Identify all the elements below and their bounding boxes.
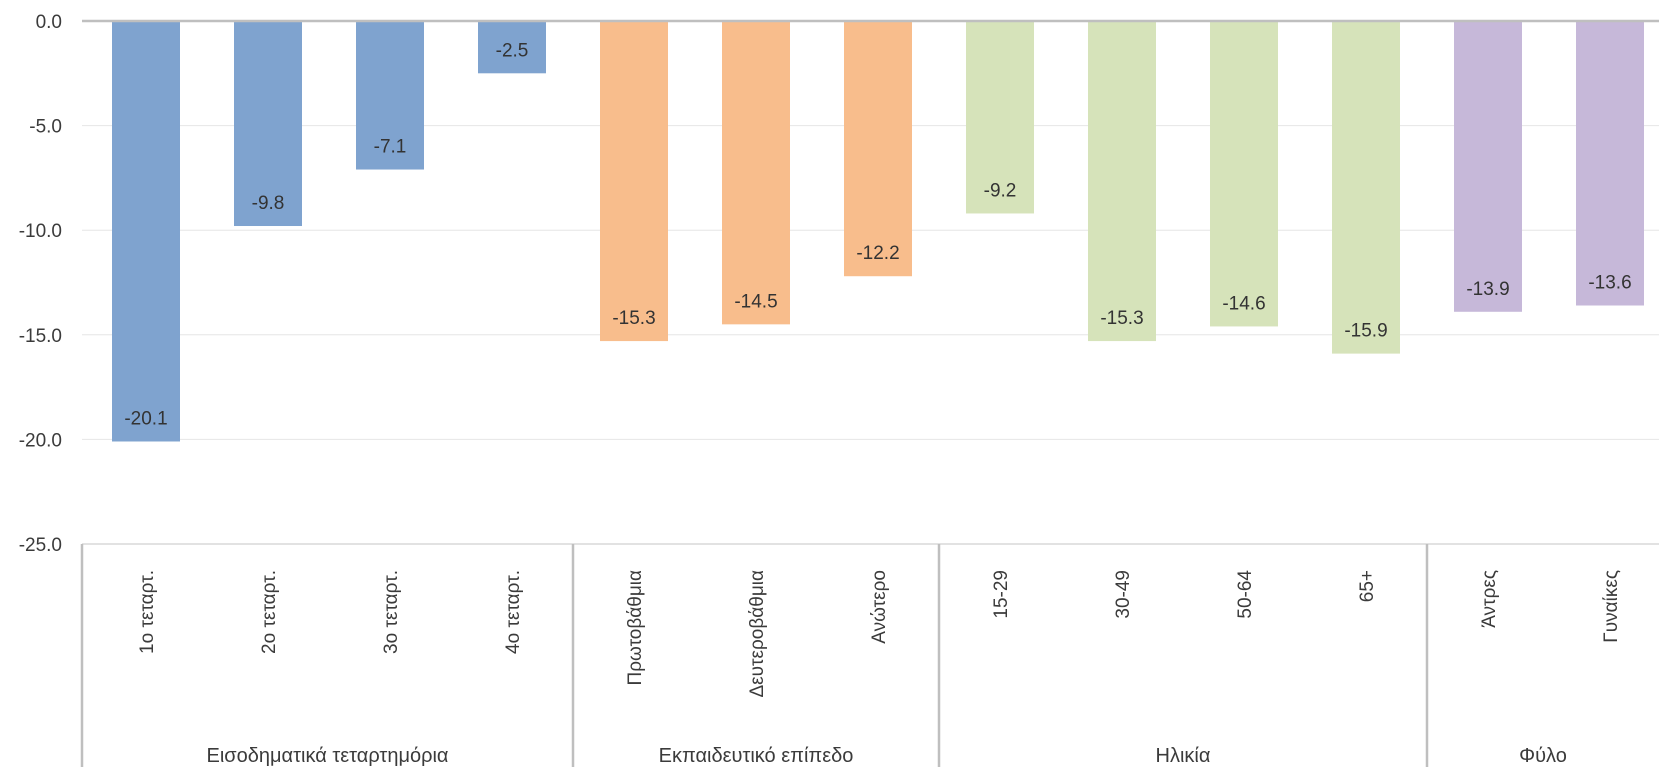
category-label: Άντρες — [1479, 570, 1500, 628]
group-label: Ηλικία — [1156, 745, 1211, 767]
bar — [966, 21, 1034, 214]
bar — [1332, 21, 1400, 354]
category-label: Ανώτερο — [869, 570, 890, 644]
data-label: -15.3 — [1100, 308, 1143, 329]
group-label: Εκπαιδευτικό επίπεδο — [659, 745, 854, 767]
category-label: 2ο τεταρτ. — [259, 570, 280, 654]
group-label: Εισοδηματικά τεταρτημόρια — [207, 745, 449, 767]
data-label: -7.1 — [374, 137, 407, 158]
bar — [1576, 21, 1644, 306]
data-label: -14.5 — [734, 291, 777, 312]
category-label: 3ο τεταρτ. — [381, 570, 402, 654]
data-labels: -20.1 -9.8 -7.1 -2.5 -15.3 -14.5 -12.2 -9.2 -15.… — [124, 40, 1631, 429]
category-label: Γυναίκες — [1601, 570, 1622, 643]
data-label: -15.3 — [612, 308, 655, 329]
category-label: 1ο τεταρτ. — [137, 570, 158, 654]
data-label: -9.2 — [984, 180, 1017, 201]
y-tick-label: -25.0 — [19, 535, 62, 556]
bar — [234, 21, 302, 227]
category-label: Δευτεροβάθμια — [747, 570, 768, 698]
category-label: Πρωτοβάθμια — [625, 570, 646, 686]
bar — [1210, 21, 1278, 327]
y-axis-tick-labels: 0.0 -5.0 -10.0 -15.0 -20.0 -25.0 — [19, 12, 62, 556]
axis-lines — [80, 19, 1659, 767]
bar — [722, 21, 790, 325]
data-label: -15.9 — [1344, 321, 1387, 342]
group-label: Φύλο — [1519, 745, 1567, 767]
bar — [1454, 21, 1522, 312]
y-tick-label: -20.0 — [19, 430, 62, 451]
data-label: -20.1 — [124, 408, 167, 429]
category-label: 65+ — [1357, 570, 1378, 602]
category-labels: 1ο τεταρτ. 2ο τεταρτ. 3ο τεταρτ. 4ο τεταρτ.… — [137, 570, 1622, 698]
data-label: -13.9 — [1466, 279, 1509, 300]
data-label: -12.2 — [856, 243, 899, 264]
data-label: -13.6 — [1588, 273, 1631, 294]
category-label: 50-64 — [1235, 570, 1256, 619]
bar — [112, 21, 180, 442]
bar — [600, 21, 668, 342]
y-tick-label: -15.0 — [19, 326, 62, 347]
category-label: 4ο τεταρτ. — [503, 570, 524, 654]
y-tick-label: -10.0 — [19, 221, 62, 242]
y-tick-label: 0.0 — [36, 12, 62, 33]
data-label: -14.6 — [1222, 293, 1265, 314]
bar — [356, 21, 424, 170]
bars — [112, 21, 1644, 442]
bar — [478, 21, 546, 74]
data-label: -2.5 — [496, 40, 529, 61]
group-labels: Εισοδηματικά τεταρτημόρια Εκπαιδευτικό επ… — [207, 745, 1567, 767]
category-label: 30-49 — [1113, 570, 1134, 619]
y-tick-label: -5.0 — [29, 117, 62, 138]
data-label: -9.8 — [252, 193, 285, 214]
bar — [844, 21, 912, 277]
bar — [1088, 21, 1156, 342]
category-label: 15-29 — [991, 570, 1012, 619]
